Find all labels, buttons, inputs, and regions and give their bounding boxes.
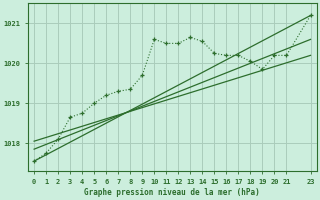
X-axis label: Graphe pression niveau de la mer (hPa): Graphe pression niveau de la mer (hPa) (84, 188, 260, 197)
